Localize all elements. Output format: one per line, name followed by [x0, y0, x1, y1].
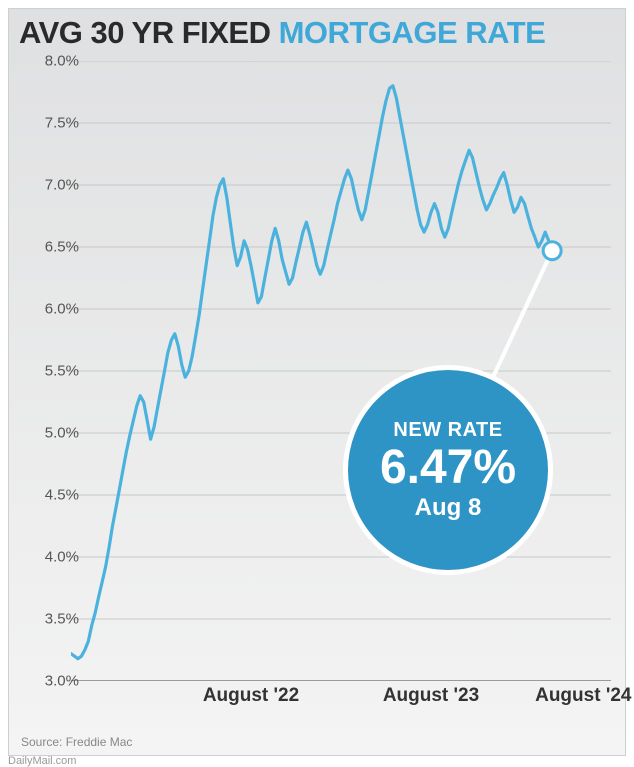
y-axis-tick-label: 7.0% [29, 177, 79, 194]
image-credit: DailyMail.com [8, 755, 76, 767]
y-axis-tick-label: 6.0% [29, 301, 79, 318]
chart-container: AVG 30 YR FIXED MORTGAGE RATE Source: Fr… [8, 8, 626, 756]
y-axis-tick-label: 7.5% [29, 115, 79, 132]
y-axis-tick-label: 8.0% [29, 53, 79, 70]
y-axis-tick-label: 5.0% [29, 425, 79, 442]
y-axis-tick-label: 4.5% [29, 487, 79, 504]
x-axis-tick-label: August '22 [203, 685, 299, 707]
callout-value: 6.47% [380, 444, 516, 492]
x-axis-tick-label: August '24 [535, 685, 631, 707]
source-attribution: Source: Freddie Mac [21, 735, 132, 749]
line-chart-svg [71, 61, 611, 681]
y-axis-tick-label: 4.0% [29, 549, 79, 566]
title-part-1: AVG 30 YR FIXED [19, 15, 279, 50]
y-axis-tick-label: 5.5% [29, 363, 79, 380]
callout-label: NEW RATE [393, 419, 502, 442]
plot-area [71, 61, 611, 681]
x-axis-tick-label: August '23 [383, 685, 479, 707]
y-axis-tick-label: 6.5% [29, 239, 79, 256]
title-part-2: MORTGAGE RATE [279, 15, 546, 50]
y-axis-tick-label: 3.0% [29, 673, 79, 690]
rate-callout: NEW RATE 6.47% Aug 8 [343, 365, 553, 575]
callout-date: Aug 8 [415, 494, 482, 522]
y-axis-tick-label: 3.5% [29, 611, 79, 628]
chart-title: AVG 30 YR FIXED MORTGAGE RATE [19, 15, 545, 51]
